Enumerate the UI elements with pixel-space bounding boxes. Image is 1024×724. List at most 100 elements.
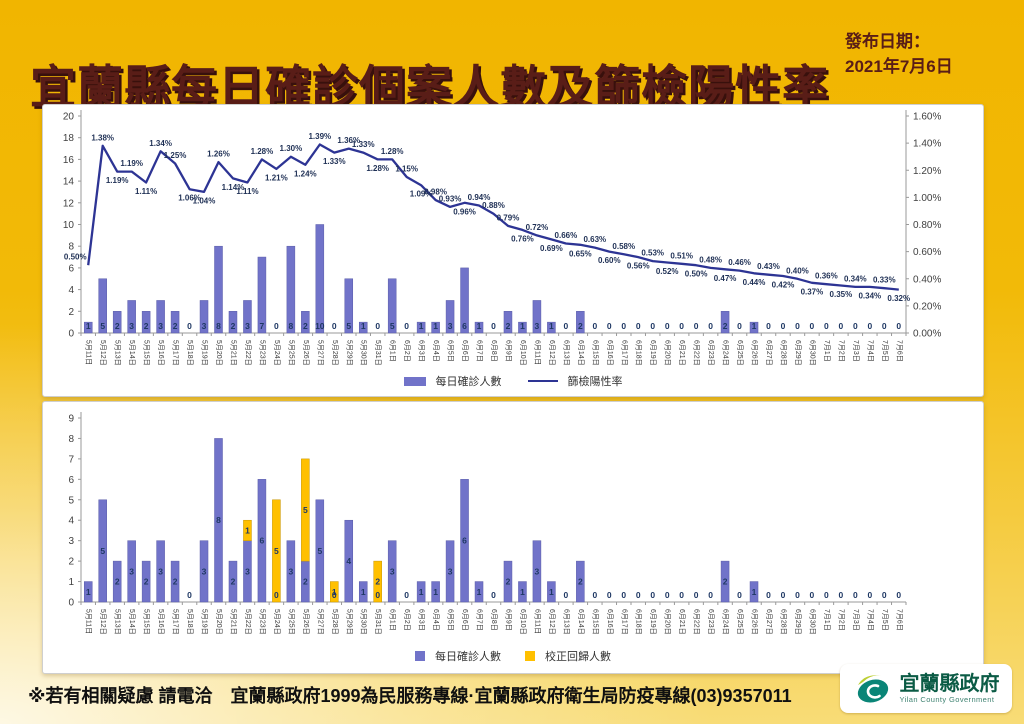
bar-value-label: 3 xyxy=(448,321,453,331)
x-axis-date-label: 6月12日 xyxy=(548,609,556,635)
confirmed-cases-bar xyxy=(301,311,310,334)
left-axis-tick-label: 6 xyxy=(68,263,74,274)
positivity-point-label: 0.43% xyxy=(757,262,780,271)
left-axis-tick-label: 12 xyxy=(63,198,75,209)
bar-value-label: 2 xyxy=(231,321,236,331)
x-axis-date-label: 5月14日 xyxy=(128,609,136,635)
positivity-point-label: 1.15% xyxy=(395,165,418,174)
x-axis-date-label: 7月3日 xyxy=(852,340,860,362)
positivity-point-label: 1.11% xyxy=(135,187,157,196)
confirmed-cases-bar xyxy=(503,560,513,603)
bar-value-label: 5 xyxy=(317,546,322,556)
positivity-point-label: 1.19% xyxy=(120,159,143,168)
bar-value-label: 3 xyxy=(129,566,134,576)
left-axis-tick-label: 0 xyxy=(68,329,74,340)
bar-value-label: 0 xyxy=(839,321,844,331)
positivity-point-label: 0.36% xyxy=(815,272,838,281)
x-axis-date-label: 6月27日 xyxy=(765,609,773,635)
x-axis-date-label: 6月11日 xyxy=(533,340,541,365)
bar-value-label: 2 xyxy=(115,321,120,331)
x-axis-date-label: 6月7日 xyxy=(476,609,484,631)
bar-value-label: 0 xyxy=(694,321,699,331)
x-axis-date-label: 5月11日 xyxy=(85,609,93,634)
bar-value-label: 1 xyxy=(86,321,91,331)
x-axis-date-label: 5月17日 xyxy=(172,609,180,635)
confirmed-cases-bar xyxy=(344,278,354,334)
x-axis-date-label: 6月25日 xyxy=(736,340,744,366)
confirmed-cases-bar xyxy=(474,321,484,334)
x-axis-date-label: 5月12日 xyxy=(99,609,107,635)
x-axis-date-label: 7月6日 xyxy=(895,609,903,631)
x-axis-date-label: 5月23日 xyxy=(258,609,266,635)
bar-value-label: 1 xyxy=(419,587,424,597)
positivity-point-label: 1.26% xyxy=(207,150,230,159)
left-axis-tick-label: 18 xyxy=(63,133,75,144)
bar-zero-label: 0 xyxy=(621,590,626,600)
confirmed-cases-bar xyxy=(503,311,513,334)
positivity-point-label: 0.66% xyxy=(555,231,578,240)
bar-value-label: 0 xyxy=(564,321,569,331)
bar-zero-label: 0 xyxy=(607,590,612,600)
bar-value-label: 0 xyxy=(867,321,872,331)
bar-value-label: 0 xyxy=(274,321,279,331)
daily-cases-positivity-chart: 024681012141618200.00%0.20%0.40%0.60%0.8… xyxy=(63,110,941,366)
x-axis-date-label: 6月28日 xyxy=(779,609,787,635)
confirmed-cases-bar xyxy=(228,311,238,334)
left-axis-tick-label: 9 xyxy=(68,414,74,425)
x-axis-date-label: 6月6日 xyxy=(461,340,469,362)
left-axis-tick-label: 20 xyxy=(63,112,75,123)
x-axis-date-label: 5月23日 xyxy=(258,340,266,366)
bar-value-label: 0 xyxy=(824,321,829,331)
x-axis-date-label: 5月21日 xyxy=(229,340,237,366)
confirmed-cases-bar xyxy=(474,581,484,603)
right-axis-tick-label: 0.00% xyxy=(913,329,941,340)
bar-value-label: 8 xyxy=(289,321,294,331)
bar-value-label: 0 xyxy=(375,321,380,331)
positivity-point-label: 0.52% xyxy=(656,267,679,276)
x-axis-date-label: 6月17日 xyxy=(620,340,628,366)
positivity-point-label: 0.32% xyxy=(887,294,910,303)
corrected-cases-bar xyxy=(373,560,382,603)
bar-value-label: 7 xyxy=(260,321,265,331)
x-axis-date-label: 6月21日 xyxy=(678,609,686,635)
corrected-cases-bar xyxy=(243,519,252,541)
confirmed-cases-bar xyxy=(358,321,368,334)
confirmed-cases-bar xyxy=(460,267,469,334)
confirmed-cases-bar xyxy=(576,560,585,603)
positivity-point-label: 1.21% xyxy=(265,173,288,182)
left-axis-tick-label: 16 xyxy=(63,155,75,166)
x-axis-date-label: 5月30日 xyxy=(360,609,368,635)
positivity-point-label: 0.46% xyxy=(728,258,751,267)
bar-zero-label: 0 xyxy=(896,590,901,600)
confirmed-cases-bar xyxy=(445,300,455,334)
x-axis-date-label: 6月17日 xyxy=(620,609,628,635)
x-axis-date-label: 6月6日 xyxy=(461,609,469,631)
bar-value-label: 0 xyxy=(679,321,684,331)
x-axis-date-label: 6月23日 xyxy=(707,609,715,635)
bar-zero-label: 0 xyxy=(694,590,699,600)
bar-zero-label: 0 xyxy=(839,590,844,600)
x-axis-date-label: 6月28日 xyxy=(779,340,787,366)
confirmed-cases-bar xyxy=(315,499,325,603)
x-axis-date-label: 6月10日 xyxy=(519,609,527,635)
bar-value-label: 2 xyxy=(723,577,728,587)
x-axis-date-label: 6月13日 xyxy=(562,340,570,366)
x-axis-date-label: 6月12日 xyxy=(548,340,556,366)
positivity-point-label: 0.35% xyxy=(830,290,853,299)
yilan-logo-text: 宜蘭縣政府 Yilan County Government xyxy=(900,673,1000,704)
yilan-county-logo: 宜蘭縣政府 Yilan County Government xyxy=(840,664,1012,713)
x-axis-date-label: 7月2日 xyxy=(837,340,845,362)
x-axis-date-label: 6月15日 xyxy=(591,609,599,635)
bar-zero-label: 0 xyxy=(375,590,380,600)
x-axis-date-label: 6月3日 xyxy=(418,609,426,631)
bar-value-label: 0 xyxy=(650,321,655,331)
bar-value-label: 5 xyxy=(390,321,395,331)
positivity-point-label: 0.53% xyxy=(641,249,664,258)
x-axis-date-label: 6月24日 xyxy=(722,609,730,635)
daily-cases-positivity-panel: 0 2 4 6 8 10 12 14 16 18 20 0.00% 0.20% 0.40% 0.60% 0.8… xyxy=(42,104,984,397)
positivity-point-label: 0.51% xyxy=(670,251,693,260)
publish-date-label: 發布日期： xyxy=(845,32,930,51)
corrected-value-label: 1 xyxy=(245,525,250,535)
confirmed-cases-bar xyxy=(720,311,730,334)
x-axis-date-label: 6月18日 xyxy=(635,340,643,366)
